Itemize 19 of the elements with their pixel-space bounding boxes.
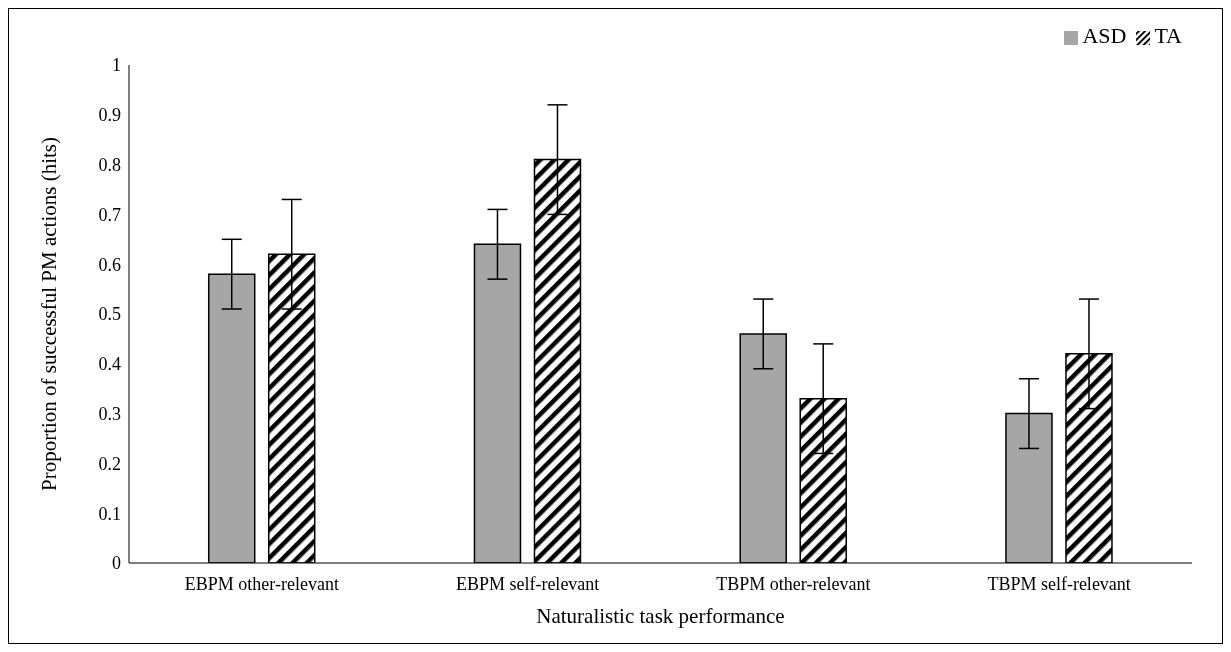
y-tick-label: 0 (112, 553, 121, 574)
legend-label: ASD (1082, 23, 1127, 48)
y-tick-label: 0.8 (98, 154, 121, 175)
y-tick-label: 0.3 (98, 403, 121, 424)
y-tick-label: 0.2 (98, 453, 121, 474)
y-tick-label: 0.5 (98, 304, 121, 325)
x-tick-label: EBPM other-relevant (184, 573, 339, 594)
y-tick-label: 0.1 (98, 503, 121, 524)
y-tick-label: 0.7 (98, 204, 121, 225)
y-tick-label: 0.6 (98, 254, 121, 275)
x-tick-label: TBPM other-relevant (716, 573, 871, 594)
x-tick-label: TBPM self-relevant (987, 573, 1131, 594)
y-tick-label: 0.4 (98, 354, 121, 375)
x-axis-title: Naturalistic task performance (536, 604, 785, 628)
legend-label: TA (1154, 23, 1182, 48)
y-axis-title: Proportion of successful PM actions (hits) (37, 136, 62, 492)
y-tick-label: 0.9 (98, 105, 121, 126)
x-tick-label: EBPM self-relevant (455, 573, 600, 594)
y-tick-label: 1 (112, 55, 121, 76)
